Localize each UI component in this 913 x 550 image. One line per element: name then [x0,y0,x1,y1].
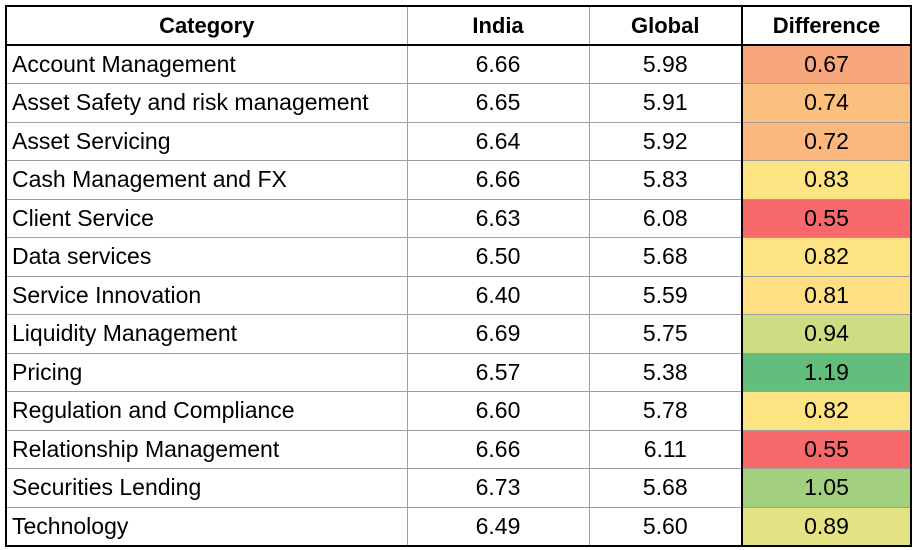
category-cell: Securities Lending [5,468,408,508]
category-cell: Client Service [5,198,408,238]
india-cell: 6.66 [406,429,590,469]
global-cell: 5.59 [588,275,743,315]
india-cell: 6.49 [406,506,590,547]
table-row: Pricing 6.57 5.38 1.19 [5,352,912,392]
global-cell: 6.11 [588,429,743,469]
global-cell: 5.91 [588,83,743,123]
table-row: Securities Lending 6.73 5.68 1.05 [5,468,912,508]
header-category: Category [5,5,408,46]
table-row: Data services 6.50 5.68 0.82 [5,237,912,277]
category-cell: Liquidity Management [5,314,408,354]
difference-cell: 1.19 [741,352,912,392]
category-cell: Regulation and Compliance [5,391,408,431]
category-cell: Pricing [5,352,408,392]
difference-cell: 0.83 [741,160,912,200]
table-row: Client Service 6.63 6.08 0.55 [5,198,912,238]
india-cell: 6.66 [406,44,590,84]
header-global: Global [588,5,743,46]
category-cell: Asset Servicing [5,121,408,161]
india-cell: 6.65 [406,83,590,123]
global-cell: 5.83 [588,160,743,200]
india-cell: 6.60 [406,391,590,431]
india-cell: 6.73 [406,468,590,508]
table-row: Account Management 6.66 5.98 0.67 [5,44,912,84]
category-cell: Account Management [5,44,408,84]
table-row: Asset Safety and risk management 6.65 5.91… [5,83,912,123]
table-row: Asset Servicing 6.64 5.92 0.72 [5,121,912,161]
india-cell: 6.69 [406,314,590,354]
difference-cell: 0.82 [741,391,912,431]
difference-cell: 0.74 [741,83,912,123]
category-cell: Data services [5,237,408,277]
india-cell: 6.50 [406,237,590,277]
global-cell: 6.08 [588,198,743,238]
difference-cell: 0.72 [741,121,912,161]
difference-cell: 0.89 [741,506,912,547]
global-cell: 5.78 [588,391,743,431]
difference-cell: 0.82 [741,237,912,277]
comparison-table: Category India Global Difference Account… [5,5,912,547]
header-row: Category India Global Difference [5,5,912,46]
india-cell: 6.66 [406,160,590,200]
india-cell: 6.40 [406,275,590,315]
india-cell: 6.57 [406,352,590,392]
global-cell: 5.68 [588,237,743,277]
table-row: Regulation and Compliance 6.60 5.78 0.82 [5,391,912,431]
table-row: Cash Management and FX 6.66 5.83 0.83 [5,160,912,200]
india-cell: 6.63 [406,198,590,238]
category-cell: Cash Management and FX [5,160,408,200]
global-cell: 5.92 [588,121,743,161]
header-india: India [406,5,590,46]
india-cell: 6.64 [406,121,590,161]
global-cell: 5.98 [588,44,743,84]
global-cell: 5.68 [588,468,743,508]
global-cell: 5.38 [588,352,743,392]
table-row: Service Innovation 6.40 5.59 0.81 [5,275,912,315]
category-cell: Asset Safety and risk management [5,83,408,123]
difference-cell: 0.67 [741,44,912,84]
table-body: Account Management 6.66 5.98 0.67 Asset Safe… [5,44,912,547]
difference-cell: 0.94 [741,314,912,354]
difference-cell: 0.55 [741,198,912,238]
global-cell: 5.60 [588,506,743,547]
table-row: Relationship Management 6.66 6.11 0.55 [5,429,912,469]
category-cell: Technology [5,506,408,547]
difference-cell: 1.05 [741,468,912,508]
category-cell: Service Innovation [5,275,408,315]
table-row: Liquidity Management 6.69 5.75 0.94 [5,314,912,354]
category-cell: Relationship Management [5,429,408,469]
global-cell: 5.75 [588,314,743,354]
table-row: Technology 6.49 5.60 0.89 [5,506,912,547]
header-difference: Difference [741,5,912,46]
difference-cell: 0.81 [741,275,912,315]
difference-cell: 0.55 [741,429,912,469]
